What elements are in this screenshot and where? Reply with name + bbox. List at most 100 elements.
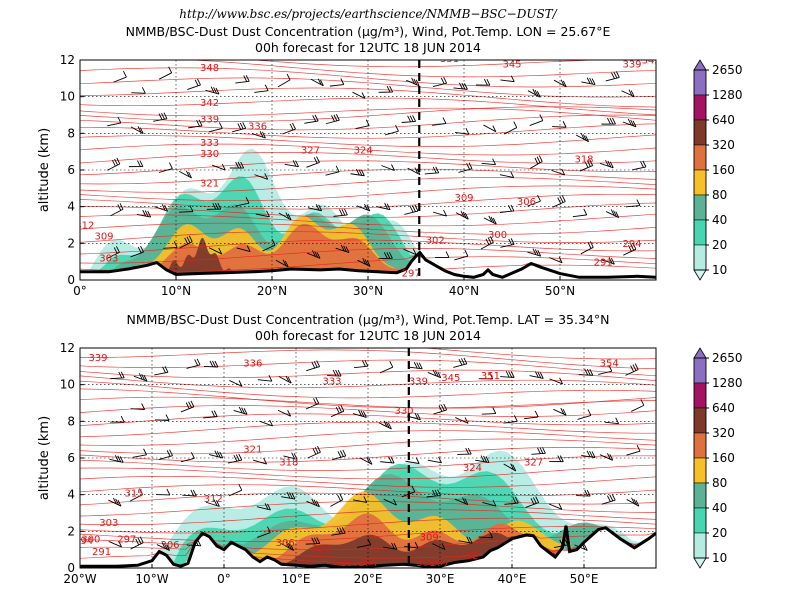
colorbar-max-extension (693, 59, 707, 71)
isentrope-label: 315 (124, 489, 143, 500)
isentrope-label: 339 (622, 59, 641, 70)
wind-barb (481, 158, 497, 166)
top-colorbar: 2650 1280 640 320 160 80 40 20 10 (693, 59, 743, 281)
wind-barb (253, 457, 267, 465)
y-tick-label: 2 (67, 236, 75, 250)
isentrope-label: 303 (99, 254, 118, 265)
wind-barb (457, 447, 472, 455)
x-tick-label: 50°N (545, 284, 575, 298)
wind-barb (626, 445, 641, 456)
wind-barb (504, 121, 518, 135)
wind-barb (529, 114, 544, 126)
wind-barb (626, 497, 640, 507)
wind-barb (605, 209, 620, 219)
wind-barb (229, 380, 243, 387)
isentrope-line (80, 405, 656, 417)
wind-barb (306, 360, 321, 372)
wind-barb (283, 452, 298, 460)
isentrope-line (80, 509, 656, 525)
wind-barb (578, 368, 594, 376)
wind-barb (330, 404, 345, 418)
wind-barb (549, 455, 564, 463)
wind-barb (403, 248, 417, 256)
wind-barb (107, 157, 121, 171)
isentrope-label: 306 (517, 197, 536, 208)
wind-barb (329, 78, 345, 87)
isentrope-label: 336 (248, 122, 267, 133)
wind-barb (531, 447, 546, 455)
isentrope-label: 339 (409, 377, 428, 388)
wind-barb (576, 489, 591, 497)
colorbar-tick-label: 640 (712, 113, 735, 127)
wind-barb (529, 371, 544, 379)
wind-barb (404, 541, 419, 549)
colorbar-min-extension (693, 557, 707, 569)
y-tick-label: 4 (67, 200, 75, 214)
isentrope-line (80, 464, 656, 480)
colorbar-tick-label: 20 (712, 238, 727, 252)
wind-barb (381, 164, 395, 171)
wind-barb (306, 156, 320, 168)
wind-barb (378, 420, 392, 430)
wind-barb (581, 450, 596, 459)
wind-barb (158, 162, 173, 173)
isentrope-label: 342 (642, 56, 661, 67)
isentrope-label: 312 (204, 494, 223, 505)
wind-barb (405, 457, 420, 464)
top-chart-subtitle: 00h forecast for 12UTC 18 JUN 2014 (255, 40, 481, 55)
colorbar-tick-label: 2650 (712, 63, 743, 77)
isentrope-label: 306 (160, 540, 179, 551)
wind-barb (408, 361, 423, 370)
source-url: http://www.bsc.es/projects/earthscience/… (179, 7, 558, 21)
wind-barb (251, 130, 266, 139)
colorbar-swatch (693, 407, 707, 434)
wind-barb (307, 446, 321, 459)
wind-barb (281, 491, 296, 500)
wind-barb (503, 415, 518, 424)
wind-barb (130, 126, 144, 134)
x-tick-label: 20°N (257, 284, 287, 298)
wind-barb (254, 84, 269, 93)
isentrope-label: 297 (340, 558, 359, 569)
wind-barb (383, 542, 398, 550)
isentrope-line (421, 348, 656, 360)
wind-barb (551, 168, 566, 176)
wind-barb (108, 540, 122, 548)
wind-barb (553, 79, 567, 88)
isentrope-label: 357 (438, 340, 457, 351)
wind-barb (455, 417, 469, 424)
wind-barb (579, 159, 594, 172)
isentrope-label: 324 (354, 146, 373, 157)
wind-barb (305, 537, 321, 545)
colorbar-swatch (693, 482, 707, 509)
wind-barb (576, 133, 590, 143)
wind-barb (433, 403, 448, 415)
wind-barb (455, 210, 469, 220)
wind-barb (110, 371, 125, 380)
colorbar-tick-label: 20 (712, 526, 727, 540)
wind-barb (475, 455, 490, 463)
wind-barb (130, 536, 144, 550)
wind-barb (432, 543, 446, 550)
wind-barb (327, 369, 342, 377)
colorbar-tick-label: 320 (712, 426, 735, 440)
isentrope-label: 345 (502, 59, 521, 70)
isentrope-label: 327 (524, 457, 543, 468)
wind-barb (378, 252, 393, 260)
wind-barb (158, 66, 173, 80)
colorbar-swatch (693, 532, 707, 559)
colorbar-tick-label: 80 (712, 188, 727, 202)
wind-barb (601, 257, 615, 265)
wind-barb (549, 377, 563, 385)
isentrope-label: 300 (416, 558, 435, 569)
wind-barb (332, 449, 347, 461)
colorbar-tick-label: 2650 (712, 351, 743, 365)
isentrope-label: 291 (92, 547, 111, 558)
y-tick-label: 12 (60, 53, 75, 67)
colorbar-swatch (693, 507, 707, 534)
x-tick-label: 0° (73, 284, 87, 298)
wind-barb (203, 410, 218, 419)
wind-barb (325, 165, 340, 176)
wind-barb (352, 91, 366, 99)
